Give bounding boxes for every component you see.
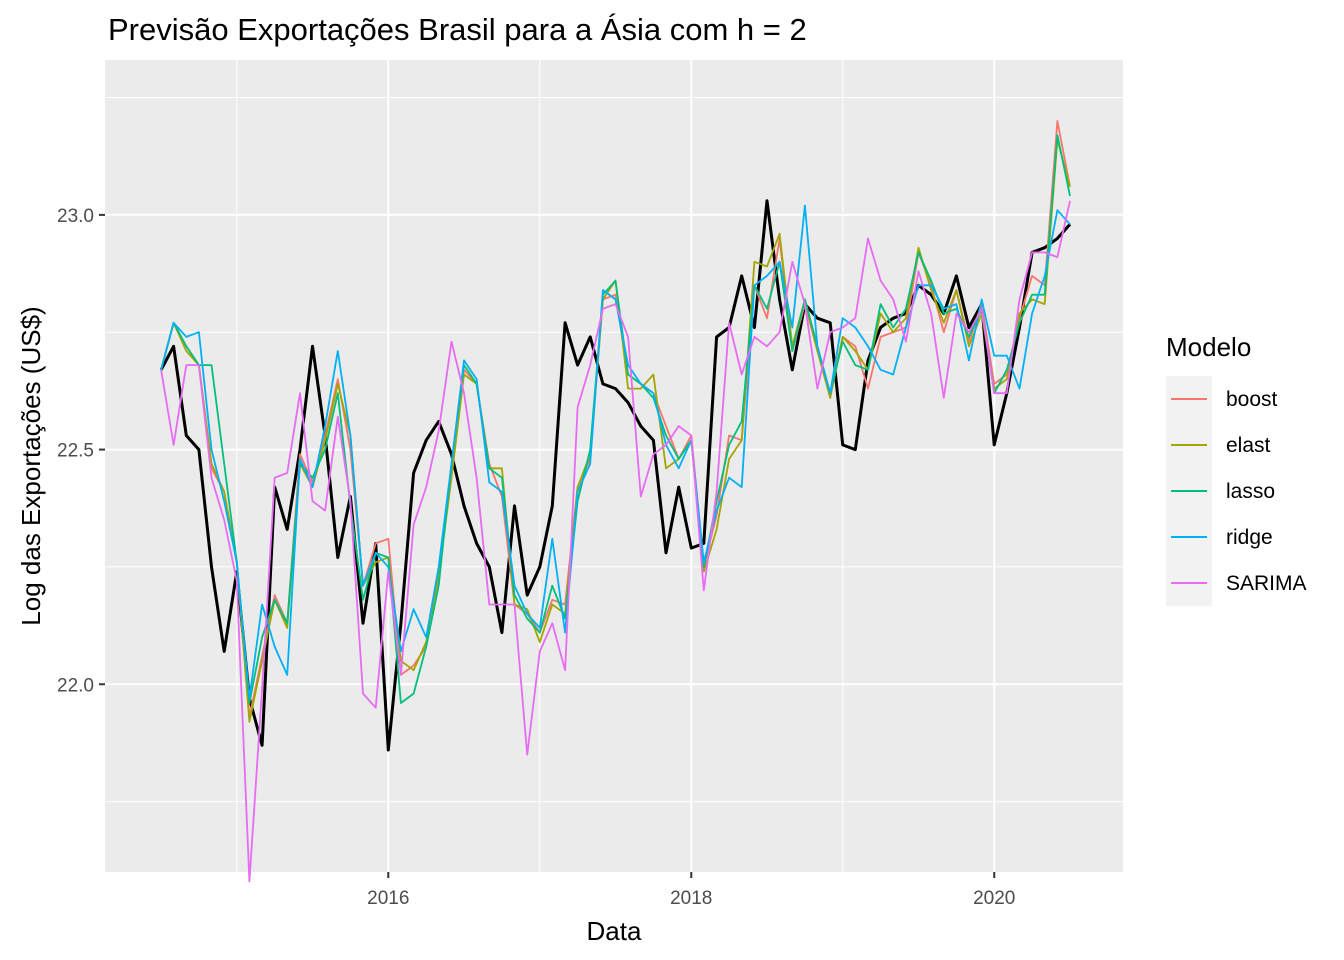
tick-layer: 2016 2018 2020 22.0 22.5 23.0 — [57, 206, 1015, 909]
grid-major — [105, 60, 1123, 872]
series-layer — [159, 120, 1072, 883]
y-tick-label: 22.0 — [57, 675, 94, 696]
y-tick-label: 22.5 — [57, 441, 94, 462]
legend-items: boost elast lasso ridge SARIMA — [1166, 376, 1307, 606]
series-line-ridge — [160, 204, 1071, 700]
legend-label-ridge: ridge — [1226, 526, 1273, 549]
y-tick-label: 23.0 — [57, 206, 94, 227]
x-axis-title: Data — [587, 916, 642, 946]
legend-label-sarima: SARIMA — [1226, 572, 1307, 595]
legend-label-boost: boost — [1226, 388, 1278, 411]
series-line-sarima — [160, 200, 1071, 883]
legend-label-elast: elast — [1226, 434, 1271, 457]
x-tick-label: 2020 — [973, 888, 1015, 909]
y-axis-title: Log das Exportações (US$) — [16, 306, 46, 625]
series-line-lasso — [160, 134, 1071, 704]
chart-title: Previsão Exportações Brasil para a Ásia … — [108, 12, 807, 47]
legend: Modelo boost elast lasso ridge SARIMA — [1166, 332, 1307, 606]
panel-background — [105, 60, 1123, 872]
x-tick-label: 2018 — [670, 888, 712, 909]
legend-title: Modelo — [1166, 332, 1251, 362]
legend-label-lasso: lasso — [1226, 480, 1275, 503]
x-tick-label: 2016 — [367, 888, 409, 909]
